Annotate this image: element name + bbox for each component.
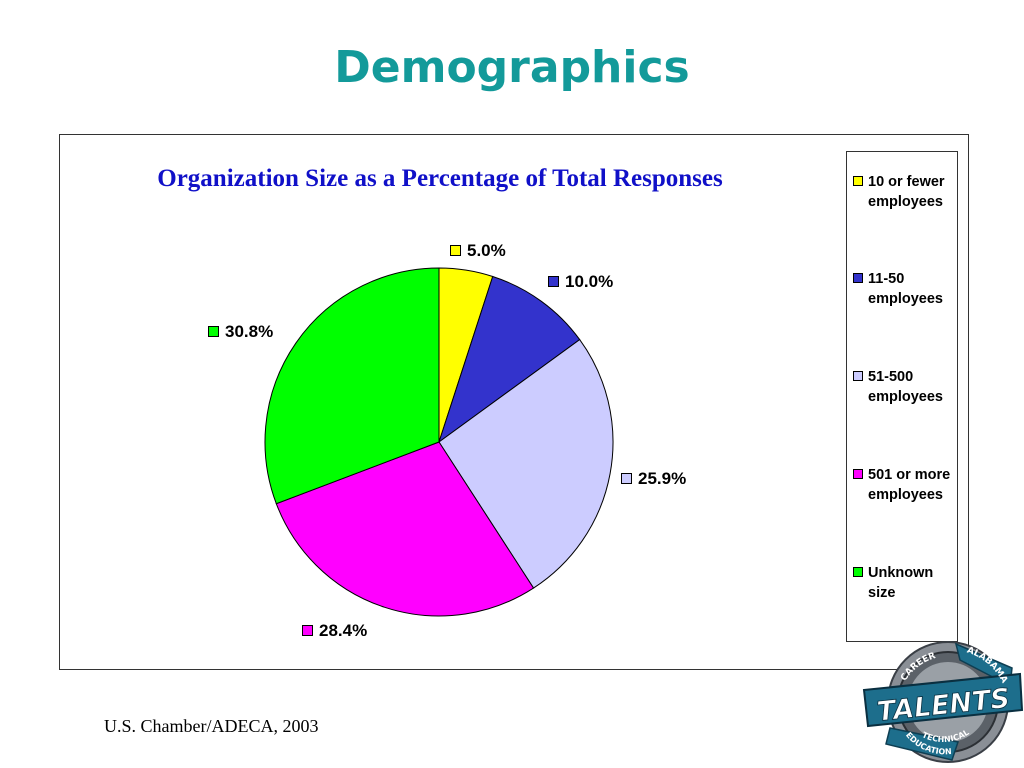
- data-label: 30.8%: [208, 322, 273, 342]
- data-label: 10.0%: [548, 272, 613, 292]
- talents-logo: TALENTS CAREER ALABAMA TECHNICAL EDUCATI…: [862, 641, 1024, 763]
- data-label-text: 10.0%: [565, 272, 614, 291]
- data-label-text: 30.8%: [225, 322, 274, 341]
- legend-label: 10 or fewer employees: [868, 174, 945, 210]
- data-label-text: 25.9%: [638, 469, 687, 488]
- source-citation: U.S. Chamber/ADECA, 2003: [104, 716, 319, 736]
- data-label: 25.9%: [621, 469, 686, 489]
- data-label-text: 5.0%: [467, 241, 506, 260]
- legend-swatch: [853, 176, 863, 186]
- data-label: 5.0%: [450, 241, 506, 261]
- pie-slice: [275, 441, 535, 617]
- legend-swatch: [853, 371, 863, 381]
- pie-slice: [438, 275, 581, 444]
- chart-title: Organization Size as a Percentage of Tot…: [157, 165, 723, 192]
- data-label-swatch: [621, 473, 632, 484]
- page-title: Demographics: [334, 42, 690, 93]
- legend-swatch: [853, 469, 863, 479]
- pie-slice: [264, 267, 440, 505]
- pie-slice: [438, 338, 614, 589]
- legend-label: 51-500 employees: [868, 369, 943, 405]
- data-label-text: 28.4%: [319, 621, 368, 640]
- legend-swatch: [853, 273, 863, 283]
- legend-label: Unknown size: [868, 565, 934, 601]
- data-label-swatch: [302, 625, 313, 636]
- data-label-swatch: [450, 245, 461, 256]
- legend-swatch: [853, 567, 863, 577]
- data-label-swatch: [548, 276, 559, 287]
- data-label: 28.4%: [302, 621, 367, 641]
- legend-label: 501 or more employees: [868, 467, 951, 503]
- data-label-swatch: [208, 326, 219, 337]
- legend: 10 or fewer employees 11-50 employees 51…: [846, 151, 958, 642]
- legend-label: 11-50 employees: [868, 271, 943, 307]
- chart-frame: [59, 134, 969, 670]
